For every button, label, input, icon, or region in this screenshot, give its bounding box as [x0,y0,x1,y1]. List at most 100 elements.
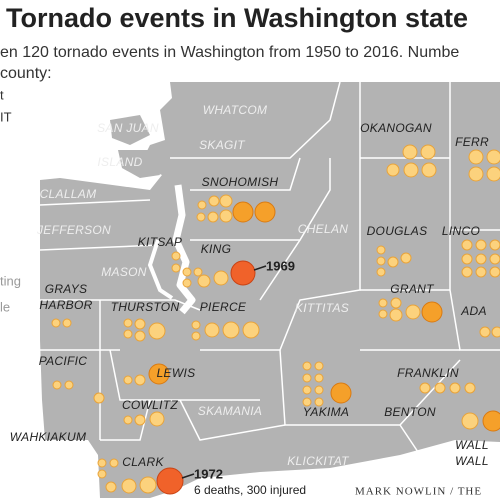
event-dot [482,410,500,432]
county-label: SKAMANIA [198,404,262,418]
puget-sound [172,184,196,315]
event-dot [475,239,487,251]
title: Tornado events in Washington state [6,3,468,33]
event-dot [419,382,431,394]
legend-text: le [0,299,10,314]
event-dot [387,256,399,268]
credit: MARK NOWLIN / THE [355,486,482,498]
event-dot [123,375,133,385]
event-dot [461,412,479,430]
county-label: LINCO [442,224,480,238]
event-dot [314,385,324,395]
event-dot [196,212,206,222]
county-label: DOUGLAS [367,224,428,238]
event-dot [208,195,220,207]
event-dot [421,162,437,178]
event-dot [468,149,484,165]
event-dot [97,469,107,479]
event-dot [123,415,133,425]
islands [110,115,160,178]
event-dot [461,253,473,265]
annotation-line [253,265,267,271]
county-label: JEFFERSON [36,223,111,237]
event-dot [302,397,312,407]
event-dot [93,392,105,404]
legend-text: IT [0,109,12,124]
event-dot [109,458,119,468]
event-dot [52,380,62,390]
county-label: MASON [101,265,147,279]
event-dot [464,382,476,394]
event-dot [148,363,170,385]
county-label: OKANOGAN [360,121,432,135]
event-dot [193,267,203,277]
event-dot [242,321,260,339]
event-dot [232,201,254,223]
county-label: FERR [455,135,489,149]
event-dot [230,260,256,286]
county-label: THURSTON [111,300,180,314]
event-dot [123,318,133,328]
event-dot [405,304,421,320]
event-dot [403,162,419,178]
event-dot [489,253,500,265]
event-dot [134,330,146,342]
event-dot [468,166,484,182]
county-label: KLICKITAT [287,454,350,468]
county-label: SNOHOMISH [202,175,279,189]
event-dot [449,382,461,394]
event-dot [105,481,117,493]
event-dot [222,321,240,339]
event-dot [390,297,402,309]
subtitle: en 120 tornado events in Washington from… [0,44,459,61]
event-dot [134,318,146,330]
event-dot [386,163,400,177]
event-dot [314,397,324,407]
county-label: KING [201,242,232,256]
annotation: 6 deaths, 300 injured [194,483,306,497]
hood-canal [147,239,174,300]
event-dot [148,322,166,340]
event-dot [486,166,500,182]
county-label: KITSAP [138,235,182,249]
event-dot [207,211,219,223]
event-dot [434,382,446,394]
event-dot [121,478,137,494]
event-dot [219,209,233,223]
event-dot [378,298,388,308]
event-dot [389,308,403,322]
event-dot [254,201,276,223]
event-dot [302,373,312,383]
county-label: CHELAN [298,222,349,236]
county-label: FRANKLIN [397,366,459,380]
county-label: WALL [455,438,489,452]
event-dot [134,374,146,386]
event-dot [489,239,500,251]
event-dot [156,467,184,495]
annotation-line [181,473,195,479]
annotation: 1972 [194,466,223,481]
event-dot [171,263,181,273]
event-dot [191,331,201,341]
event-dot [376,256,386,266]
event-dot [197,200,207,210]
county-label: SAN JUAN [97,121,159,135]
event-dot [378,309,388,319]
event-dot [491,326,500,338]
event-dot [421,301,443,323]
event-dot [213,270,229,286]
event-dot [139,476,157,494]
event-dot [314,373,324,383]
event-dot [182,267,192,277]
event-dot [479,326,491,338]
county-label: CLALLAM [40,187,97,201]
county-borders [39,81,500,456]
event-dot [149,411,165,427]
county-label: WHATCOM [203,103,268,117]
event-dot [486,149,500,165]
county-label: PACIFIC [39,354,88,368]
land [40,82,500,498]
event-dot [400,252,412,264]
event-dot [489,266,500,278]
